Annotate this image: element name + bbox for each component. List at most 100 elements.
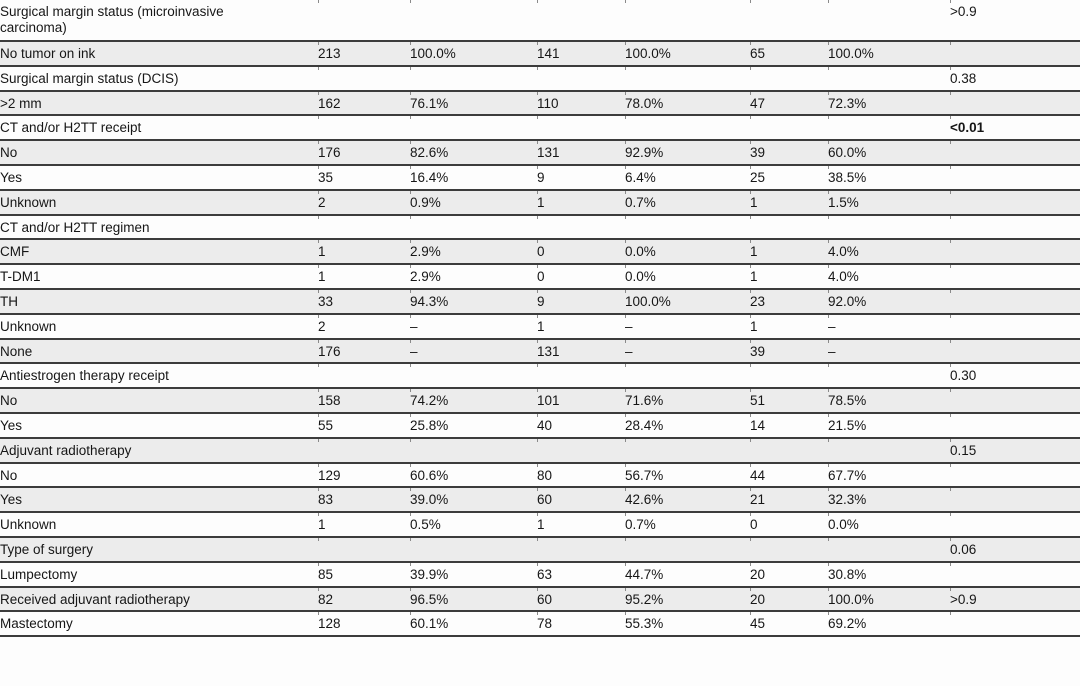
percent-group3: 1.5% bbox=[828, 189, 950, 215]
p-value bbox=[950, 239, 1080, 265]
count-group3: 65 bbox=[750, 41, 828, 66]
count-group3: 44 bbox=[750, 462, 828, 488]
percent-group3: 100.0% bbox=[828, 41, 950, 66]
row-label: CT and/or H2TT regimen bbox=[0, 219, 150, 235]
table-row: CMF 1 2.9% 0 0.0% 1 4.0% bbox=[0, 239, 1080, 265]
count-group2: 1 bbox=[537, 189, 625, 215]
count-group2 bbox=[537, 214, 625, 240]
count-group1 bbox=[318, 214, 410, 240]
percent-group2: 55.3% bbox=[625, 611, 750, 637]
percent-group1 bbox=[410, 65, 537, 91]
count-group1: 83 bbox=[318, 487, 410, 513]
p-value bbox=[950, 388, 1080, 413]
count-group2: 9 bbox=[537, 164, 625, 190]
count-group1: 85 bbox=[318, 561, 410, 587]
count-group3 bbox=[750, 65, 828, 91]
percent-group3: 21.5% bbox=[828, 412, 950, 438]
p-value bbox=[950, 288, 1080, 314]
count-group1: 2 bbox=[318, 189, 410, 215]
p-value bbox=[950, 462, 1080, 488]
count-group3: 20 bbox=[750, 586, 828, 612]
count-group2: 40 bbox=[537, 412, 625, 438]
count-group2 bbox=[537, 363, 625, 389]
table-row: No 129 60.6% 80 56.7% 44 67.7% bbox=[0, 462, 1080, 488]
percent-group2 bbox=[625, 65, 750, 91]
count-group2: 63 bbox=[537, 561, 625, 587]
percent-group1: – bbox=[410, 338, 537, 364]
percent-group1: 60.6% bbox=[410, 462, 537, 488]
count-group1: 128 bbox=[318, 611, 410, 637]
p-value: 0.15 bbox=[950, 437, 1080, 463]
count-group2: 1 bbox=[537, 313, 625, 339]
count-group3: 21 bbox=[750, 487, 828, 513]
p-value: 0.38 bbox=[950, 65, 1080, 91]
count-group2: 1 bbox=[537, 512, 625, 537]
table-row: T-DM1 1 2.9% 0 0.0% 1 4.0% bbox=[0, 264, 1080, 289]
count-group2 bbox=[537, 65, 625, 91]
percent-group3: 100.0% bbox=[828, 586, 950, 612]
p-value bbox=[950, 338, 1080, 364]
row-label: CT and/or H2TT receipt bbox=[0, 120, 142, 136]
percent-group3: – bbox=[828, 313, 950, 339]
count-group2 bbox=[537, 536, 625, 562]
percent-group3: 4.0% bbox=[828, 239, 950, 265]
percent-group1: 16.4% bbox=[410, 164, 537, 190]
percent-group3: 32.3% bbox=[828, 487, 950, 513]
count-group2: 0 bbox=[537, 264, 625, 289]
count-group1: 158 bbox=[318, 388, 410, 413]
count-group2: 78 bbox=[537, 611, 625, 637]
table-row: Lumpectomy 85 39.9% 63 44.7% 20 30.8% bbox=[0, 561, 1080, 587]
p-value: <0.01 bbox=[950, 115, 1080, 141]
count-group1 bbox=[318, 363, 410, 389]
row-label: Yes bbox=[0, 487, 318, 513]
count-group3 bbox=[750, 214, 828, 240]
table-row: Surgical margin status (microinvasive ca… bbox=[0, 0, 1080, 41]
percent-group2 bbox=[625, 214, 750, 240]
count-group3 bbox=[750, 437, 828, 463]
percent-group3: 69.2% bbox=[828, 611, 950, 637]
table-row: Unknown 2 0.9% 1 0.7% 1 1.5% bbox=[0, 189, 1080, 215]
count-group2: 60 bbox=[537, 487, 625, 513]
percent-group3: 30.8% bbox=[828, 561, 950, 587]
percent-group1: 39.9% bbox=[410, 561, 537, 587]
count-group2 bbox=[537, 437, 625, 463]
percent-group2: 0.0% bbox=[625, 264, 750, 289]
count-group2: 141 bbox=[537, 41, 625, 66]
count-group1: 82 bbox=[318, 586, 410, 612]
p-value: >0.9 bbox=[950, 0, 1080, 41]
count-group1: 1 bbox=[318, 239, 410, 265]
percent-group1: 76.1% bbox=[410, 90, 537, 116]
table-row: Yes 55 25.8% 40 28.4% 14 21.5% bbox=[0, 412, 1080, 438]
row-label: Surgical margin status (DCIS) bbox=[0, 70, 179, 86]
percent-group1: 82.6% bbox=[410, 140, 537, 165]
percent-group2 bbox=[625, 536, 750, 562]
percent-group2: 0.7% bbox=[625, 189, 750, 215]
p-value bbox=[950, 140, 1080, 165]
p-value: 0.30 bbox=[950, 363, 1080, 389]
row-label: Received adjuvant radiotherapy bbox=[0, 586, 318, 612]
percent-group1: 96.5% bbox=[410, 586, 537, 612]
percent-group2: 6.4% bbox=[625, 164, 750, 190]
percent-group2: 100.0% bbox=[625, 288, 750, 314]
count-group3: 0 bbox=[750, 512, 828, 537]
count-group1: 176 bbox=[318, 338, 410, 364]
p-value bbox=[950, 611, 1080, 637]
count-group1: 1 bbox=[318, 512, 410, 537]
percent-group1: 0.9% bbox=[410, 189, 537, 215]
count-group1: 55 bbox=[318, 412, 410, 438]
count-group1: 2 bbox=[318, 313, 410, 339]
percent-group1: – bbox=[410, 313, 537, 339]
percent-group1: 25.8% bbox=[410, 412, 537, 438]
percent-group3 bbox=[828, 65, 950, 91]
percent-group1: 39.0% bbox=[410, 487, 537, 513]
table-row: Adjuvant radiotherapy 0.15 bbox=[0, 437, 1080, 463]
table-row: Yes 83 39.0% 60 42.6% 21 32.3% bbox=[0, 487, 1080, 513]
percent-group3: 0.0% bbox=[828, 512, 950, 537]
p-value bbox=[950, 41, 1080, 66]
percent-group2 bbox=[625, 437, 750, 463]
percent-group2: 28.4% bbox=[625, 412, 750, 438]
count-group3: 45 bbox=[750, 611, 828, 637]
percent-group3 bbox=[828, 214, 950, 240]
percent-group1: 0.5% bbox=[410, 512, 537, 537]
